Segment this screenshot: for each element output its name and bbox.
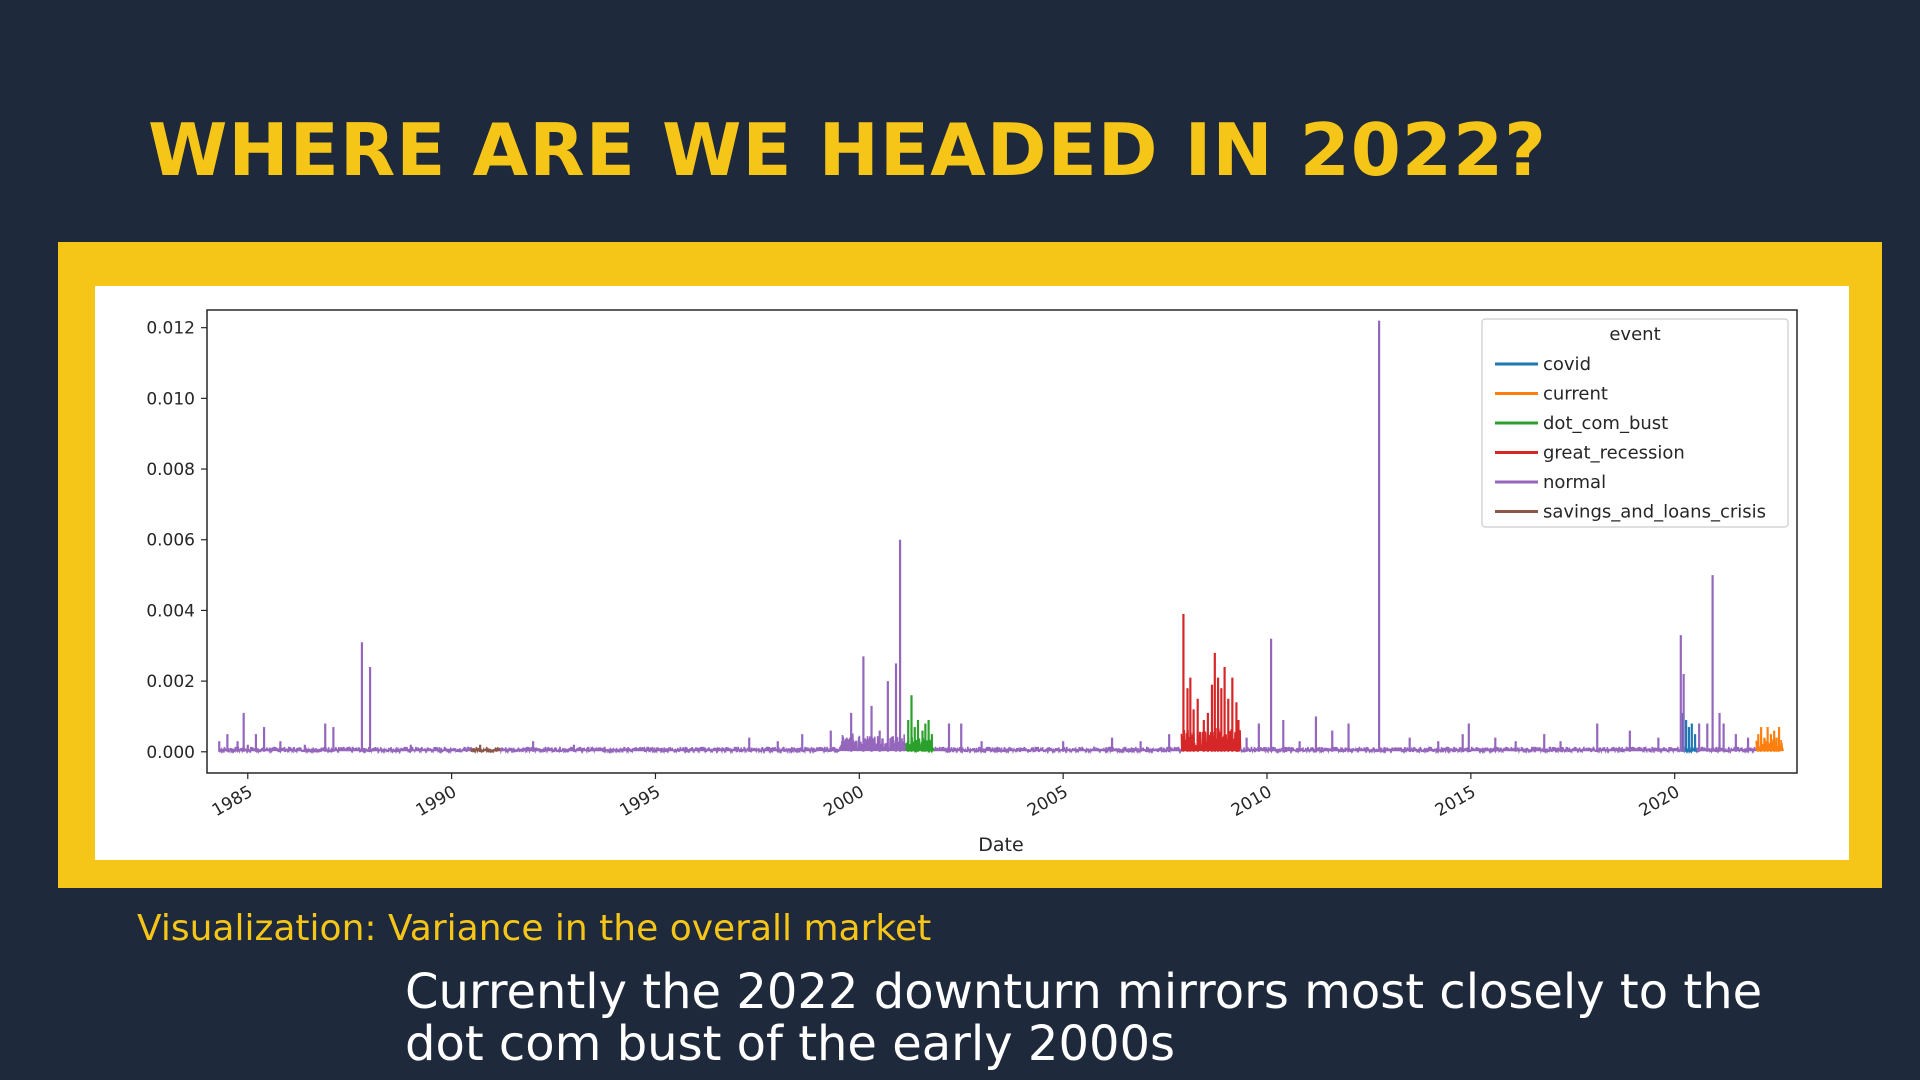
y-tick-label: 0.004 (146, 601, 195, 621)
x-tick-label: 1985 (209, 782, 256, 821)
y-tick-label: 0.000 (146, 743, 195, 763)
x-tick-label: 1990 (413, 782, 460, 821)
series-normal-baseline (1239, 746, 1682, 755)
legend: event covid current dot_com_bust great_rece… (1481, 318, 1789, 528)
x-tick-label: 2010 (1228, 782, 1275, 821)
chart-panel: 0.000 0.002 0.004 0.006 0.008 0.010 0.012 1985… (95, 286, 1849, 860)
x-axis-label: Date (978, 834, 1023, 856)
plot-frame (206, 309, 1798, 774)
legend-label-great-recession: great_recession (1543, 443, 1685, 464)
legend-label-dot-com-bust: dot_com_bust (1543, 413, 1668, 434)
x-tick-label: 1995 (616, 782, 663, 821)
summary-text: Currently the 2022 downturn mirrors most… (405, 964, 1763, 1072)
legend-label-normal: normal (1543, 472, 1606, 493)
x-tick-label: 2020 (1636, 782, 1683, 821)
chart-caption: Visualization: Variance in the overall m… (137, 908, 932, 949)
series-normal-baseline (933, 746, 1183, 755)
y-axis: 0.000 0.002 0.004 0.006 0.008 0.010 0.012 (146, 319, 207, 763)
series-normal-baseline (218, 746, 473, 755)
x-tick-label: 2015 (1432, 782, 1479, 821)
series-normal-baseline (499, 733, 907, 755)
legend-label-savings-and-loans-crisis: savings_and_loans_crisis (1543, 502, 1766, 523)
x-tick-label: 2005 (1024, 782, 1071, 821)
y-tick-label: 0.006 (146, 531, 195, 551)
legend-title: event (1609, 324, 1660, 345)
legend-label-current: current (1543, 384, 1608, 405)
y-tick-label: 0.012 (146, 319, 195, 339)
slide-title: WHERE ARE WE HEADED IN 2022? (148, 108, 1547, 192)
plot-area (218, 320, 1784, 755)
x-axis: 1985 1990 1995 2000 2005 2010 2015 2020 (209, 773, 1683, 821)
y-tick-label: 0.002 (146, 672, 195, 692)
y-tick-label: 0.010 (146, 389, 195, 409)
x-tick-label: 2000 (820, 782, 867, 821)
legend-items: covid current dot_com_bust great_recessionn… (1495, 354, 1766, 523)
legend-label-covid: covid (1543, 354, 1591, 375)
variance-line-chart: 0.000 0.002 0.004 0.006 0.008 0.010 0.012 1985… (146, 309, 1798, 856)
y-tick-label: 0.008 (146, 460, 195, 480)
series-savings-and-loans-crisis-baseline (471, 746, 502, 755)
legend-box (1481, 318, 1789, 528)
